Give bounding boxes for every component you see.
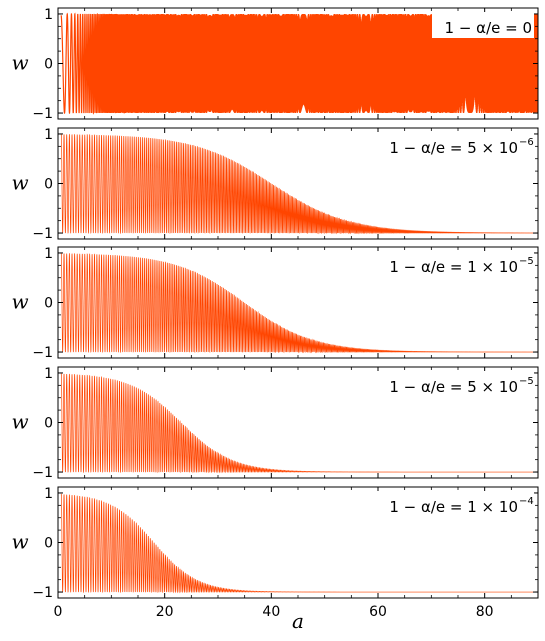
panel-2: −1 0 1 w 1 − α/e = 5 × 10 −6 bbox=[11, 127, 539, 242]
panel-annotation-exponent: −4 bbox=[519, 496, 534, 507]
annotation-bg bbox=[370, 371, 534, 397]
panel-annotation-exponent: −6 bbox=[519, 137, 534, 148]
x-tick-label: 40 bbox=[262, 604, 280, 620]
y-axis-label: w bbox=[11, 51, 28, 75]
series-line-panel-2 bbox=[60, 133, 538, 235]
panel-annotation: 1 − α/e = 1 × 10 bbox=[389, 498, 518, 516]
x-axis-label: a bbox=[292, 609, 304, 633]
annotation-bg bbox=[370, 132, 534, 158]
panel-annotation-exponent: −5 bbox=[519, 256, 534, 267]
y-tick-label: 0 bbox=[44, 416, 53, 432]
series-line-panel-4 bbox=[60, 372, 538, 474]
y-tick-label: 0 bbox=[44, 177, 53, 193]
y-tick-label: −1 bbox=[32, 226, 53, 242]
panel-1: −1 0 1 w 1 − α/e = 0 bbox=[11, 7, 539, 122]
y-tick-label: −1 bbox=[32, 345, 53, 361]
series-line-panel-5 bbox=[60, 493, 538, 594]
y-tick-label: 1 bbox=[44, 7, 53, 23]
series-line-panel-3 bbox=[60, 252, 538, 354]
y-axis-label: w bbox=[11, 290, 28, 314]
y-tick-label: −1 bbox=[32, 106, 53, 122]
y-tick-label: −1 bbox=[32, 585, 53, 601]
panel-annotation-exponent: −5 bbox=[519, 376, 534, 387]
y-tick-label: 0 bbox=[44, 296, 53, 312]
panel-4: −1 0 1 w 1 − α/e = 5 × 10 −5 bbox=[11, 366, 539, 481]
annotation-bg bbox=[432, 12, 534, 38]
y-tick-label: 1 bbox=[44, 366, 53, 382]
y-axis-label: w bbox=[11, 530, 28, 554]
panel-annotation: 1 − α/e = 1 × 10 bbox=[389, 258, 518, 276]
y-tick-label: 1 bbox=[44, 246, 53, 262]
x-tick-label: 0 bbox=[54, 604, 63, 620]
panel-3: −1 0 1 w 1 − α/e = 1 × 10 −5 bbox=[11, 246, 539, 361]
panel-annotation: 1 − α/e = 5 × 10 bbox=[389, 378, 518, 396]
y-axis-label: w bbox=[11, 410, 28, 434]
panel-annotation: 1 − α/e = 0 bbox=[445, 19, 532, 37]
y-tick-label: 0 bbox=[44, 57, 53, 73]
x-tick-label: 80 bbox=[476, 604, 494, 620]
x-tick-label: 60 bbox=[369, 604, 387, 620]
y-tick-label: 0 bbox=[44, 536, 53, 552]
y-tick-label: −1 bbox=[32, 465, 53, 481]
y-tick-label: 1 bbox=[44, 486, 53, 502]
y-tick-label: 1 bbox=[44, 127, 53, 143]
panel-annotation: 1 − α/e = 5 × 10 bbox=[389, 139, 518, 157]
annotation-bg bbox=[370, 491, 534, 517]
annotation-bg bbox=[370, 251, 534, 277]
y-axis-label: w bbox=[11, 171, 28, 195]
x-tick-label: 20 bbox=[156, 604, 174, 620]
